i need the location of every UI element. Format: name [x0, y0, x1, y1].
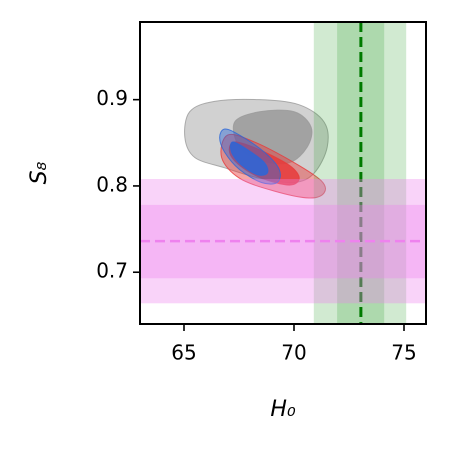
plot-area — [140, 22, 426, 324]
x-axis-label: H₀ — [270, 397, 296, 422]
y-tick-label: 0.8 — [96, 172, 128, 196]
x-tick-label: 65 — [171, 341, 196, 365]
contour-level — [230, 141, 269, 176]
y-tick-label: 0.9 — [96, 86, 128, 110]
x-tick-label: 70 — [281, 341, 306, 365]
axes-frame — [139, 21, 427, 325]
x-tick-label: 75 — [391, 341, 416, 365]
y-tick-label: 0.7 — [96, 259, 128, 283]
y-axis-label: S₈ — [27, 161, 52, 184]
